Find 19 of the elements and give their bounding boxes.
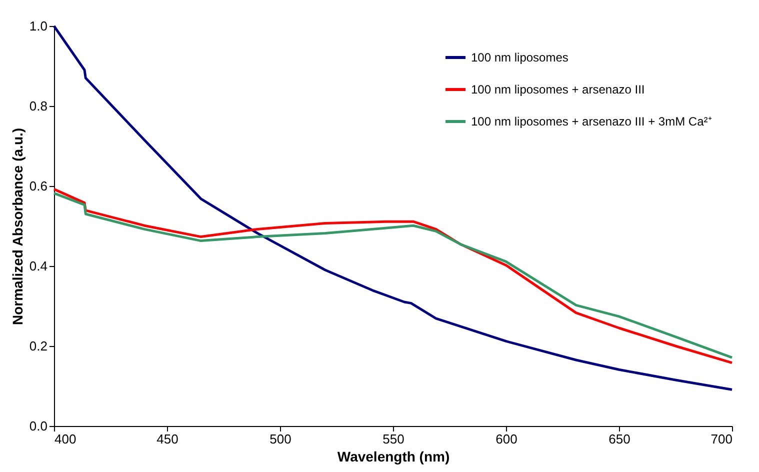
legend-label: 100 nm liposomes — [471, 50, 568, 64]
legend-label: 100 nm liposomes + arsenazo III — [471, 82, 645, 96]
x-tick-label: 450 — [156, 432, 178, 446]
y-tick-label: 1.0 — [29, 18, 48, 34]
x-tick-label: 550 — [382, 432, 404, 446]
x-tick-label: 400 — [54, 432, 76, 446]
x-tick-label: 600 — [496, 432, 518, 446]
x-tick-label: 500 — [270, 432, 292, 446]
y-tick-label: 0.8 — [29, 98, 48, 114]
y-axis-title: Normalized Absorbance (a.u.) — [9, 128, 26, 326]
x-tick-label: 650 — [608, 432, 630, 446]
y-tick-label: 0.2 — [29, 338, 48, 354]
y-tick-label: 0.6 — [29, 178, 48, 194]
x-tick-label: 700 — [710, 432, 732, 446]
x-axis-title: Wavelength (nm) — [337, 448, 450, 464]
y-tick-label: 0.4 — [29, 258, 48, 274]
legend-label: 100 nm liposomes + arsenazo III + 3mM Ca²⁺ — [471, 114, 712, 128]
y-tick-label: 0.0 — [29, 418, 48, 434]
line-series — [52, 24, 734, 391]
